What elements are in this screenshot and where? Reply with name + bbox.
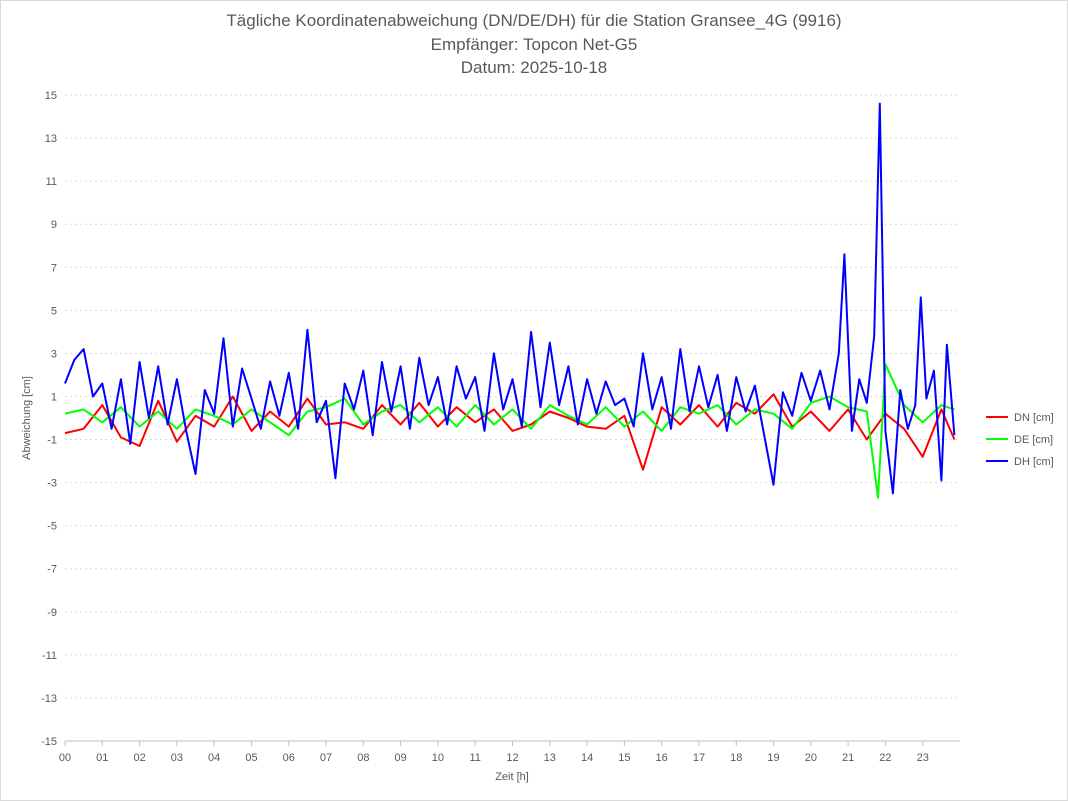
y-axis-ticks: 15 13 11 9 7 5 3 1 -1 -3 -5 -7 -9 -11 -13 -15 [41, 90, 57, 748]
x-tick-label: 07 [320, 752, 332, 764]
x-tick-label: 03 [171, 752, 183, 764]
y-tick-label: 15 [45, 90, 57, 102]
x-tick-label: 04 [208, 752, 220, 764]
x-axis-title: Zeit [h] [495, 771, 529, 783]
x-tick-label: 02 [133, 752, 145, 764]
y-tick-label: 11 [46, 176, 57, 188]
y-axis-title: Abweichung [cm] [21, 376, 33, 460]
x-tick-label: 18 [730, 752, 742, 764]
series-line-2 [64, 363, 955, 499]
chart-title-line-1: Tägliche Koordinatenabweichung (DN/DE/DH… [226, 11, 842, 30]
x-tick-label: 17 [693, 752, 705, 764]
series-layer [64, 102, 956, 499]
x-tick-label: 06 [283, 752, 295, 764]
x-tick-label: 20 [805, 752, 817, 764]
legend-entry: DN [cm] [1014, 412, 1054, 424]
x-tick-label: 19 [767, 752, 779, 764]
y-tick-label: 13 [45, 133, 57, 145]
chart-title-line-2: Empfänger: Topcon Net-G5 [430, 35, 638, 54]
y-tick-label: -9 [47, 607, 57, 619]
x-tick-label: 05 [245, 752, 257, 764]
y-tick-label: 9 [51, 219, 57, 231]
x-tick-label: 10 [432, 752, 444, 764]
x-tick-label: 13 [544, 752, 556, 764]
y-tick-label: -13 [41, 693, 57, 705]
grid-lines [65, 94, 960, 742]
series-line-3 [64, 102, 956, 495]
y-tick-label: 7 [51, 262, 57, 274]
y-tick-label: 3 [51, 348, 57, 360]
x-tick-label: 12 [506, 752, 518, 764]
x-tick-label: 08 [357, 752, 369, 764]
chart-title-line-3: Datum: 2025-10-18 [460, 58, 608, 77]
x-axis-ticks: 00 01 02 03 04 05 06 07 08 09 10 11 12 13 14 15 16 17 18 19… [59, 741, 929, 764]
legend-entry: DH [cm] [1014, 456, 1054, 468]
x-tick-label: 22 [879, 752, 891, 764]
x-tick-label: 15 [618, 752, 630, 764]
y-tick-label: -7 [47, 564, 57, 576]
legend-entry: DE [cm] [1014, 434, 1053, 446]
y-tick-label: -3 [47, 478, 57, 490]
x-tick-label: 00 [59, 752, 71, 764]
x-tick-label: 14 [581, 752, 593, 764]
x-tick-label: 09 [395, 752, 407, 764]
series-line-1 [64, 393, 956, 471]
y-tick-label: -5 [47, 521, 57, 533]
y-tick-label: 5 [51, 305, 57, 317]
y-tick-label: -15 [41, 736, 57, 748]
x-tick-label: 11 [469, 752, 480, 764]
y-tick-label: 1 [51, 391, 57, 403]
x-tick-label: 23 [917, 752, 929, 764]
x-tick-label: 01 [96, 752, 108, 764]
x-tick-label: 21 [842, 752, 854, 764]
y-tick-label: -11 [42, 650, 57, 662]
legend: DN [cm] DE [cm] DH [cm] [986, 412, 1054, 468]
y-tick-label: -1 [47, 435, 57, 447]
x-tick-label: 16 [656, 752, 668, 764]
